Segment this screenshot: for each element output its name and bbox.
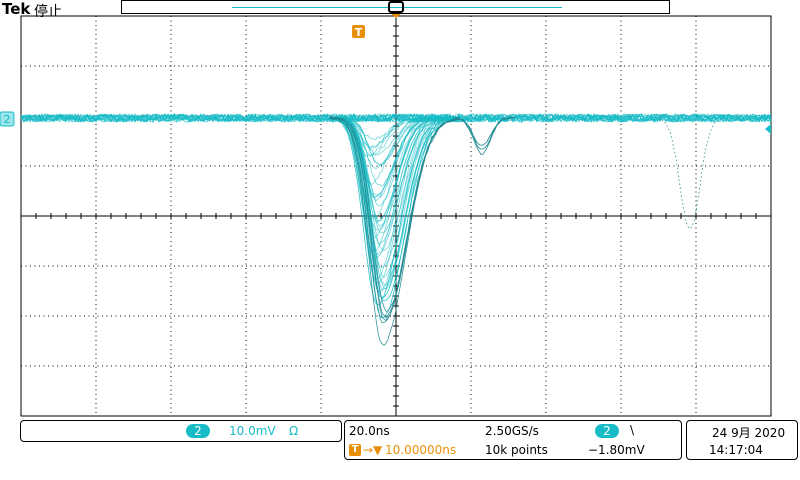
channel-2-badge: 2 xyxy=(186,424,210,438)
trigger-level: −1.80mV xyxy=(588,443,645,457)
graticule-grid xyxy=(20,15,772,417)
channel-scale: 10.0mV xyxy=(229,424,276,438)
channel-2-waveform xyxy=(20,112,772,346)
record-view-cursor xyxy=(388,1,404,13)
acquisition-status: 停止 xyxy=(34,4,62,20)
trigger-level-marker[interactable] xyxy=(765,124,771,134)
trigger-position-marker[interactable]: T xyxy=(352,25,365,39)
record-length: 10k points xyxy=(485,443,548,457)
horizontal-trigger-readout[interactable]: 20.0ns 2.50GS/s 2 \ T →▼ 10.00000ns 10k … xyxy=(344,420,682,460)
time-per-div: 20.0ns xyxy=(349,424,390,438)
trigger-position-icon: T xyxy=(349,444,361,456)
trigger-position-arrow-icon: →▼ xyxy=(363,443,383,457)
channel-2-ground-marker[interactable]: 2 xyxy=(0,111,15,127)
record-view-window xyxy=(232,7,562,8)
channel-readout[interactable]: 2 10.0mV Ω xyxy=(20,420,342,442)
brand-logo: Tek xyxy=(2,0,31,18)
date: 24 9月 2020 xyxy=(712,426,786,440)
time: 14:17:04 xyxy=(709,443,763,457)
record-view-bar[interactable] xyxy=(121,0,670,14)
trigger-position-value: 10.00000ns xyxy=(385,443,457,457)
svg-text:2: 2 xyxy=(4,113,11,126)
sample-rate: 2.50GS/s xyxy=(485,424,539,438)
trigger-slope-icon: \ xyxy=(630,423,635,437)
svg-text:T: T xyxy=(355,26,363,39)
datetime-readout: 24 9月 2020 14:17:04 xyxy=(686,420,798,460)
trigger-source-badge: 2 xyxy=(595,424,619,438)
channel-coupling: Ω xyxy=(289,424,299,438)
